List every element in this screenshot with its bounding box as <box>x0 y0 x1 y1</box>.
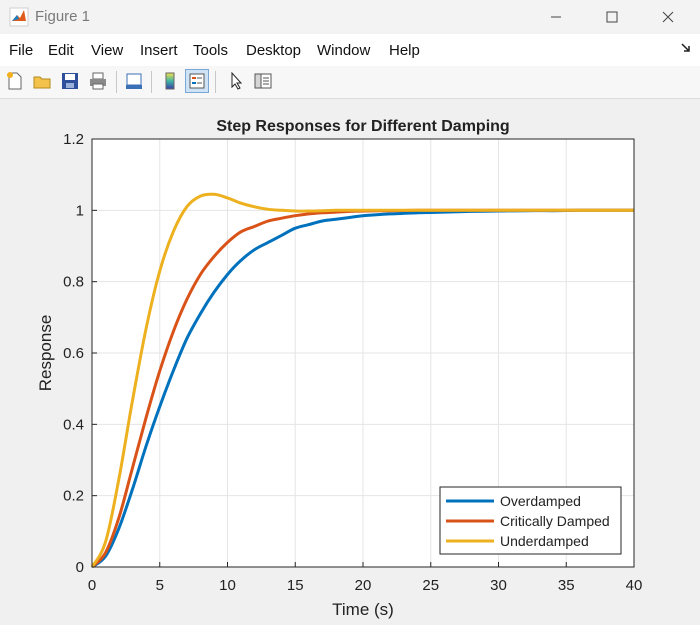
menu-edit[interactable]: Edit <box>48 42 74 59</box>
menu-desktop[interactable]: Desktop <box>246 42 302 59</box>
x-tick-label: 20 <box>355 577 372 594</box>
menu-bar: File Edit View Insert Tools Desktop Wind… <box>0 34 700 66</box>
series-lines <box>90 192 634 569</box>
x-tick-label: 0 <box>88 577 96 594</box>
x-tick-label: 15 <box>287 577 304 594</box>
menu-window[interactable]: Window <box>317 42 371 59</box>
tick-labels: 0 5 10 15 20 25 30 35 40 0 0.2 0.4 0.6 0.8 1 1.2 <box>63 131 642 594</box>
y-tick-label: 0.2 <box>63 488 84 505</box>
open-file-button[interactable] <box>30 69 54 93</box>
save-button[interactable] <box>58 69 82 93</box>
toolbar-separator <box>116 71 117 93</box>
figure-toolbar <box>0 66 700 99</box>
x-tick-label: 40 <box>626 577 643 594</box>
save-icon <box>62 73 78 89</box>
y-tick-label: 1.2 <box>63 131 84 148</box>
menu-help[interactable]: Help <box>389 42 420 59</box>
y-tick-label: 1 <box>76 202 84 219</box>
toolbar-separator <box>151 71 152 93</box>
colorbar-icon <box>165 72 175 90</box>
chart-title: Step Responses for Different Damping <box>216 118 509 135</box>
menu-insert[interactable]: Insert <box>140 42 178 59</box>
y-tick-label: 0.6 <box>63 345 84 362</box>
x-tick-label: 5 <box>156 577 164 594</box>
window-title: Figure 1 <box>35 8 91 25</box>
colorbar-button[interactable] <box>158 69 182 93</box>
x-tick-label: 35 <box>558 577 575 594</box>
property-inspector-icon <box>254 73 272 89</box>
pointer-icon <box>231 71 243 90</box>
y-tick-label: 0.8 <box>63 274 84 291</box>
maximize-button[interactable] <box>584 0 640 34</box>
pointer-button[interactable] <box>224 69 248 93</box>
toolbar-separator <box>215 71 216 93</box>
property-inspector-button[interactable] <box>251 69 275 93</box>
legend-label-overdamped: Overdamped <box>500 493 581 509</box>
matlab-logo-icon <box>9 7 29 27</box>
x-tick-label: 30 <box>490 577 507 594</box>
y-tick-label: 0 <box>76 559 84 576</box>
legend-label-critically-damped: Critically Damped <box>500 513 610 529</box>
menu-view[interactable]: View <box>91 42 124 59</box>
new-figure-button[interactable] <box>3 69 27 93</box>
window-title-bar: Figure 1 <box>0 0 700 34</box>
close-button[interactable] <box>640 0 696 34</box>
print-icon <box>90 72 106 90</box>
dock-arrow-icon[interactable] <box>680 42 692 54</box>
menu-tools[interactable]: Tools <box>193 42 229 59</box>
x-axis-label: Time (s) <box>332 600 394 619</box>
legend[interactable]: Overdamped Critically Damped Underdamped <box>439 486 622 555</box>
link-plot-button[interactable] <box>122 69 146 93</box>
new-figure-icon <box>7 72 22 90</box>
minimize-button[interactable] <box>528 0 584 34</box>
step-response-chart: 0 5 10 15 20 25 30 35 40 0 0.2 0.4 0.6 0.8 1 1.2 Step R… <box>36 118 642 619</box>
legend-button[interactable] <box>185 69 209 93</box>
y-axis-label: Response <box>36 315 55 392</box>
print-button[interactable] <box>86 69 110 93</box>
link-plot-icon <box>126 73 142 89</box>
legend-icon <box>189 73 205 89</box>
close-icon <box>662 11 674 23</box>
maximize-icon <box>606 11 618 23</box>
x-tick-label: 10 <box>219 577 236 594</box>
legend-label-underdamped: Underdamped <box>500 533 589 549</box>
x-tick-label: 25 <box>422 577 439 594</box>
y-tick-label: 0.4 <box>63 416 84 433</box>
minimize-icon <box>551 16 561 18</box>
open-file-icon <box>33 76 51 89</box>
series-line-underdamped <box>90 192 634 568</box>
menu-file[interactable]: File <box>9 42 34 59</box>
